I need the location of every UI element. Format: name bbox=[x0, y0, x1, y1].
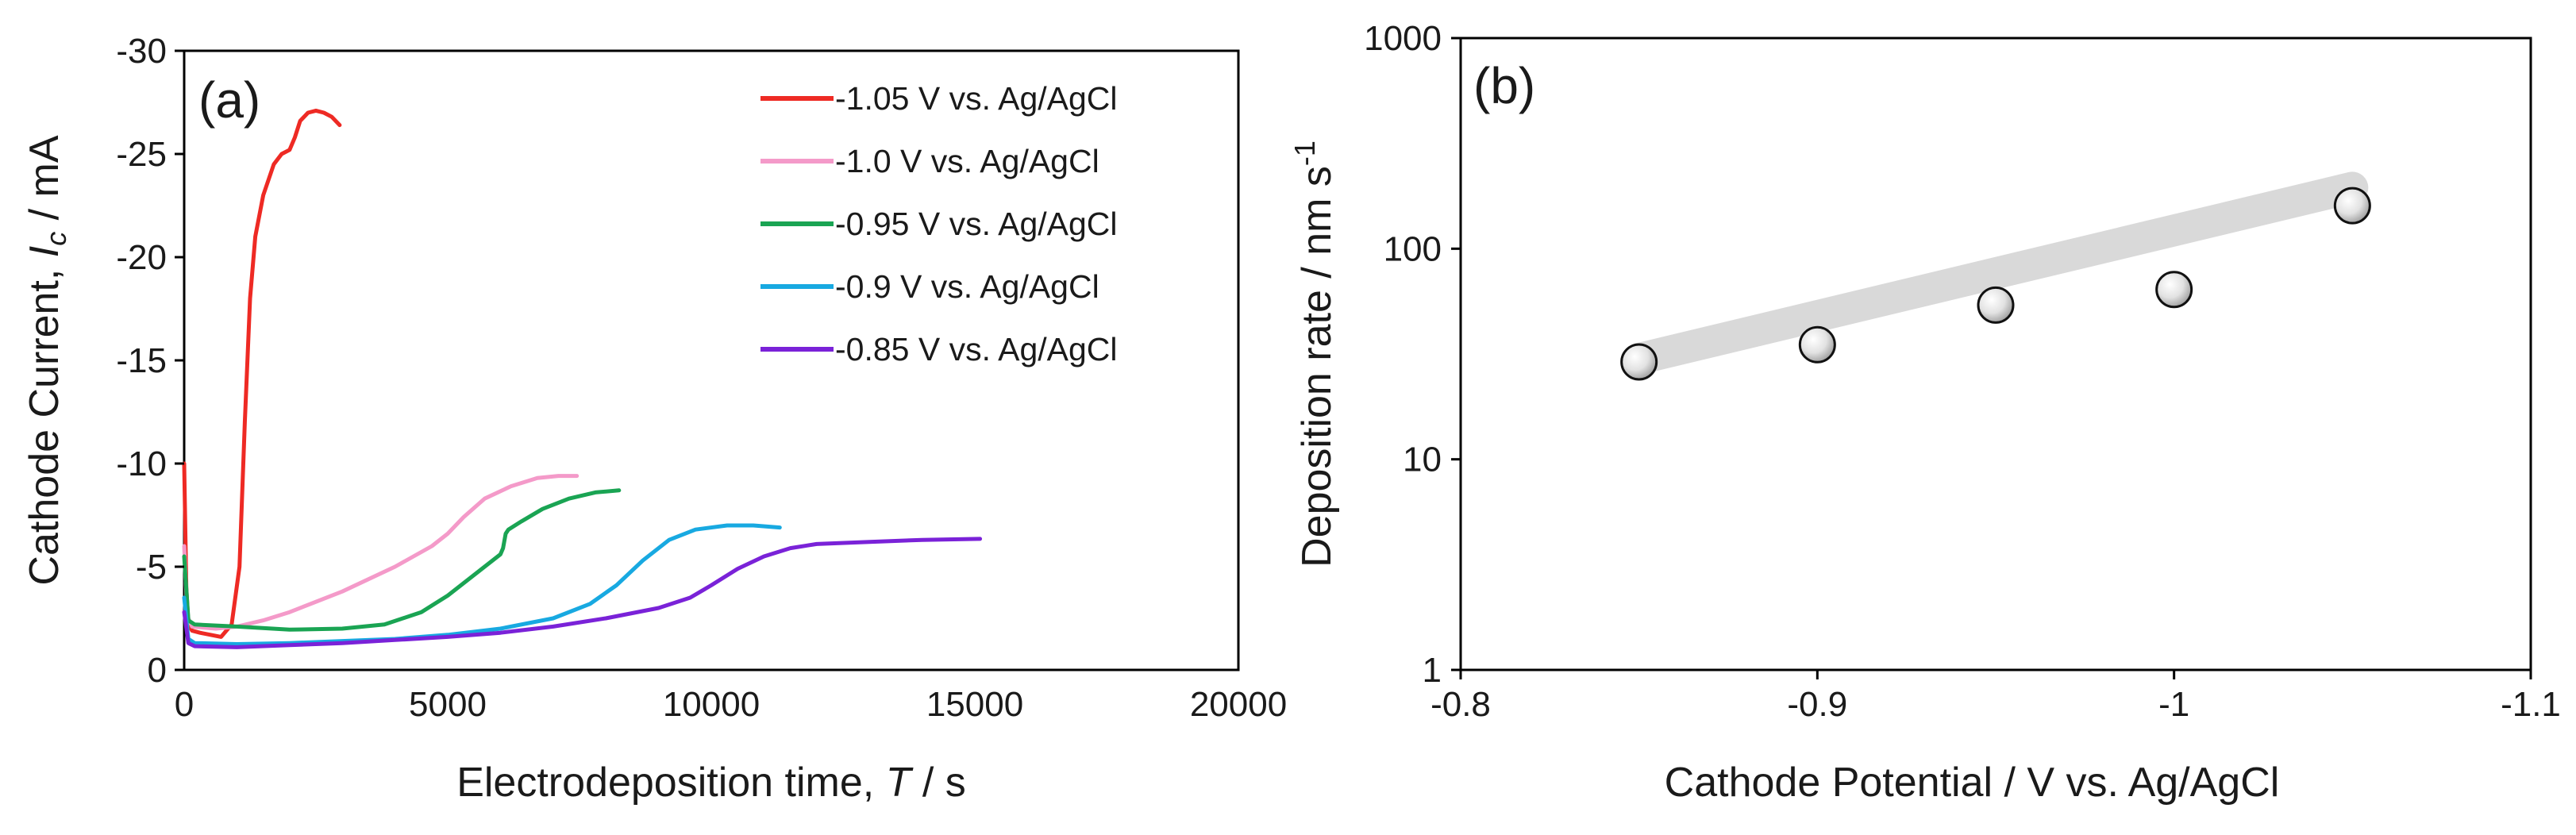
panel-b-plot-frame bbox=[1459, 37, 2532, 671]
panel-b-trend-line bbox=[1623, 171, 2369, 375]
panel-a: 0 5000 10000 15000 20000 -30 -25 -20 -15 -10 -5 0 … bbox=[21, 32, 1287, 806]
x-tick-label: 5000 bbox=[409, 685, 487, 724]
y-tick-label: 0 bbox=[148, 651, 167, 690]
panel-a-y-ticks: -30 -25 -20 -15 -10 -5 0 bbox=[116, 32, 184, 690]
x-tick-label: -1.1 bbox=[2501, 685, 2561, 724]
data-point-4 bbox=[2333, 187, 2371, 225]
legend-label-2: -0.95 V vs. Ag/AgCl bbox=[835, 206, 1118, 242]
x-tick-label: 15000 bbox=[926, 685, 1023, 724]
data-point-0 bbox=[1620, 343, 1658, 381]
panel-a-y-axis-label: Cathode Current, Ic / mA bbox=[21, 135, 72, 585]
x-tick-label: -1 bbox=[2158, 685, 2189, 724]
series-line-2 bbox=[182, 488, 622, 632]
legend-label-0: -1.05 V vs. Ag/AgCl bbox=[835, 80, 1118, 117]
y-tick-label: 100 bbox=[1384, 229, 1442, 268]
panel-b-x-ticks: -0.8 -0.9 -1 -1.1 bbox=[1430, 670, 2561, 724]
y-tick-label: 10 bbox=[1403, 441, 1442, 479]
panel-b-y-ticks: 1 10 100 1000 bbox=[1364, 19, 1461, 690]
panel-a-x-axis-label: Electrodeposition time, T / s bbox=[456, 760, 966, 806]
x-tick-label: -0.9 bbox=[1787, 685, 1847, 724]
data-point-1 bbox=[1798, 325, 1836, 364]
x-tick-label: -0.8 bbox=[1430, 685, 1491, 724]
panel-b-x-axis-label: Cathode Potential / V vs. Ag/AgCl bbox=[1665, 760, 2280, 806]
legend-label-3: -0.9 V vs. Ag/AgCl bbox=[835, 268, 1099, 305]
y-tick-label: -20 bbox=[116, 238, 167, 277]
panel-a-x-ticks: 0 5000 10000 15000 20000 bbox=[175, 685, 1287, 724]
y-tick-label: -25 bbox=[116, 135, 167, 174]
panel-b: -0.8 -0.9 -1 -1.1 1 10 100 1000 (b) Cathode Po… bbox=[1288, 19, 2561, 806]
x-tick-label: 0 bbox=[175, 685, 194, 724]
y-tick-label: -10 bbox=[116, 444, 167, 483]
panel-a-series-group bbox=[182, 108, 983, 649]
legend-label-4: -0.85 V vs. Ag/AgCl bbox=[835, 331, 1118, 367]
x-tick-label: 20000 bbox=[1190, 685, 1287, 724]
data-point-3 bbox=[2155, 271, 2193, 309]
series-line-1 bbox=[182, 474, 580, 631]
panel-a-label: (a) bbox=[198, 71, 260, 129]
x-tick-label: 10000 bbox=[663, 685, 760, 724]
panel-b-points bbox=[1620, 187, 2371, 381]
legend-label-1: -1.0 V vs. Ag/AgCl bbox=[835, 143, 1099, 179]
series-line-0 bbox=[182, 108, 342, 639]
panel-b-y-axis-label: Deposition rate / nm s-1 bbox=[1288, 140, 1340, 568]
y-tick-label: 1000 bbox=[1364, 19, 1442, 58]
y-tick-label: 1 bbox=[1423, 651, 1442, 690]
y-tick-label: -15 bbox=[116, 341, 167, 380]
series-line-4 bbox=[182, 537, 983, 649]
panel-a-legend: -1.05 V vs. Ag/AgCl -1.0 V vs. Ag/AgCl -0.… bbox=[760, 80, 1118, 367]
series-line-3 bbox=[182, 523, 782, 646]
y-tick-label: -30 bbox=[116, 32, 167, 71]
panel-b-label: (b) bbox=[1473, 57, 1535, 114]
data-point-2 bbox=[1977, 286, 2015, 324]
y-tick-label: -5 bbox=[136, 548, 167, 587]
